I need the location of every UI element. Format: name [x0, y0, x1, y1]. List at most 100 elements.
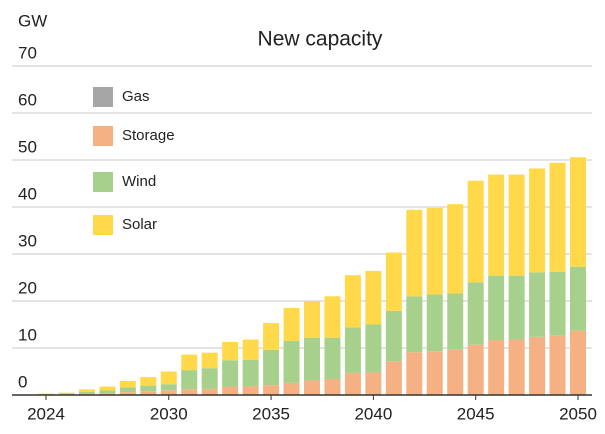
bar-segment — [447, 293, 464, 350]
bar-segment — [160, 390, 177, 395]
bar-segment — [222, 360, 239, 387]
bar-segment — [324, 337, 341, 380]
bar-segment — [549, 335, 566, 395]
y-tick-label: 30 — [18, 231, 37, 250]
y-axis-label: GW — [18, 11, 47, 30]
bar-segment — [181, 370, 198, 390]
legend-swatch — [93, 172, 113, 192]
bar-segment — [365, 324, 382, 373]
bar-segment — [467, 344, 484, 395]
y-tick-label: 20 — [18, 278, 37, 297]
x-tick-label: 2050 — [559, 404, 597, 423]
bar-segment — [344, 327, 361, 373]
legend-label: Solar — [122, 216, 157, 233]
y-tick-label: 40 — [18, 184, 37, 203]
bar-segment — [385, 252, 402, 311]
bar-segment — [508, 174, 525, 276]
bar-segment — [570, 330, 586, 395]
bar-segment — [344, 275, 361, 328]
bar-segment — [181, 389, 198, 395]
bar-segment — [263, 385, 280, 395]
bar-segment — [365, 270, 382, 325]
legend-swatch — [93, 126, 113, 146]
bar-segment — [119, 380, 136, 388]
bar-segment — [529, 272, 546, 337]
bar-segment — [119, 387, 136, 393]
bar-segment — [426, 351, 443, 395]
bar-segment — [242, 359, 259, 387]
bar-segment — [488, 340, 505, 395]
bar-segment — [447, 349, 464, 395]
bar-segment — [426, 294, 443, 352]
bar-segment — [201, 388, 218, 395]
y-tick-label: 70 — [18, 43, 37, 62]
bar-segment — [222, 341, 239, 361]
bar-segment — [508, 339, 525, 395]
bar-segment — [529, 336, 546, 395]
bar-segment — [140, 391, 157, 395]
bar-segment — [406, 352, 423, 395]
y-tick-label: 50 — [18, 137, 37, 156]
bar-segment — [385, 361, 402, 395]
bar-segment — [488, 275, 505, 341]
bar-segment — [263, 323, 280, 350]
legend-label: Gas — [122, 88, 150, 105]
bar-segment — [385, 310, 402, 362]
bar-segment — [549, 162, 566, 272]
bar-segment — [201, 368, 218, 389]
bar-segment — [242, 339, 259, 360]
bar-segment — [222, 386, 239, 395]
bar-segment — [570, 266, 586, 331]
legend-swatch — [93, 215, 113, 235]
bar-segment — [78, 389, 95, 392]
y-tick-label: 60 — [18, 90, 37, 109]
x-tick-label: 2035 — [252, 404, 290, 423]
bar-segment — [242, 386, 259, 395]
bar-segment — [99, 390, 116, 394]
bar-segment — [201, 352, 218, 369]
bar-segment — [283, 382, 300, 395]
chart-title: New capacity — [258, 28, 383, 51]
bar-segment — [99, 386, 116, 391]
bar-segment — [529, 168, 546, 273]
legend-label: Wind — [122, 173, 156, 190]
bar-segment — [467, 180, 484, 283]
bar-segment — [406, 296, 423, 353]
bar-segment — [160, 384, 177, 391]
bar-segment — [406, 209, 423, 297]
bar-segment — [78, 391, 95, 394]
bar-segment — [58, 392, 75, 394]
bar-segment — [283, 308, 300, 341]
bar-segment — [283, 340, 300, 383]
bar-segment — [324, 296, 341, 338]
y-tick-label: 0 — [18, 372, 27, 391]
x-tick-label: 2024 — [27, 404, 65, 423]
bar-segment — [426, 207, 443, 295]
bar-segment — [508, 275, 525, 340]
bar-segment — [119, 392, 136, 395]
x-tick-label: 2030 — [150, 404, 188, 423]
bar-segment — [324, 379, 341, 395]
legend-label: Storage — [122, 127, 175, 144]
bar-segment — [304, 380, 320, 395]
bar-segment — [99, 393, 116, 395]
bar-segment — [570, 157, 586, 267]
bar-segment — [549, 271, 566, 336]
bar-segment — [181, 354, 198, 371]
bar-segment — [467, 282, 484, 345]
x-tick-label: 2045 — [457, 404, 495, 423]
bar-segment — [263, 349, 280, 386]
bar-segment — [304, 301, 320, 338]
x-tick-label: 2040 — [354, 404, 392, 423]
bar-segment — [304, 337, 320, 381]
bar-segment — [365, 372, 382, 395]
bar-segment — [447, 204, 464, 294]
bar-segment — [344, 372, 361, 395]
bar-segment — [488, 174, 505, 276]
bar-segment — [140, 385, 157, 392]
bar-segment — [140, 377, 157, 386]
bar-segment — [58, 393, 75, 395]
legend-swatch — [93, 87, 113, 107]
bar-segment — [160, 371, 177, 385]
